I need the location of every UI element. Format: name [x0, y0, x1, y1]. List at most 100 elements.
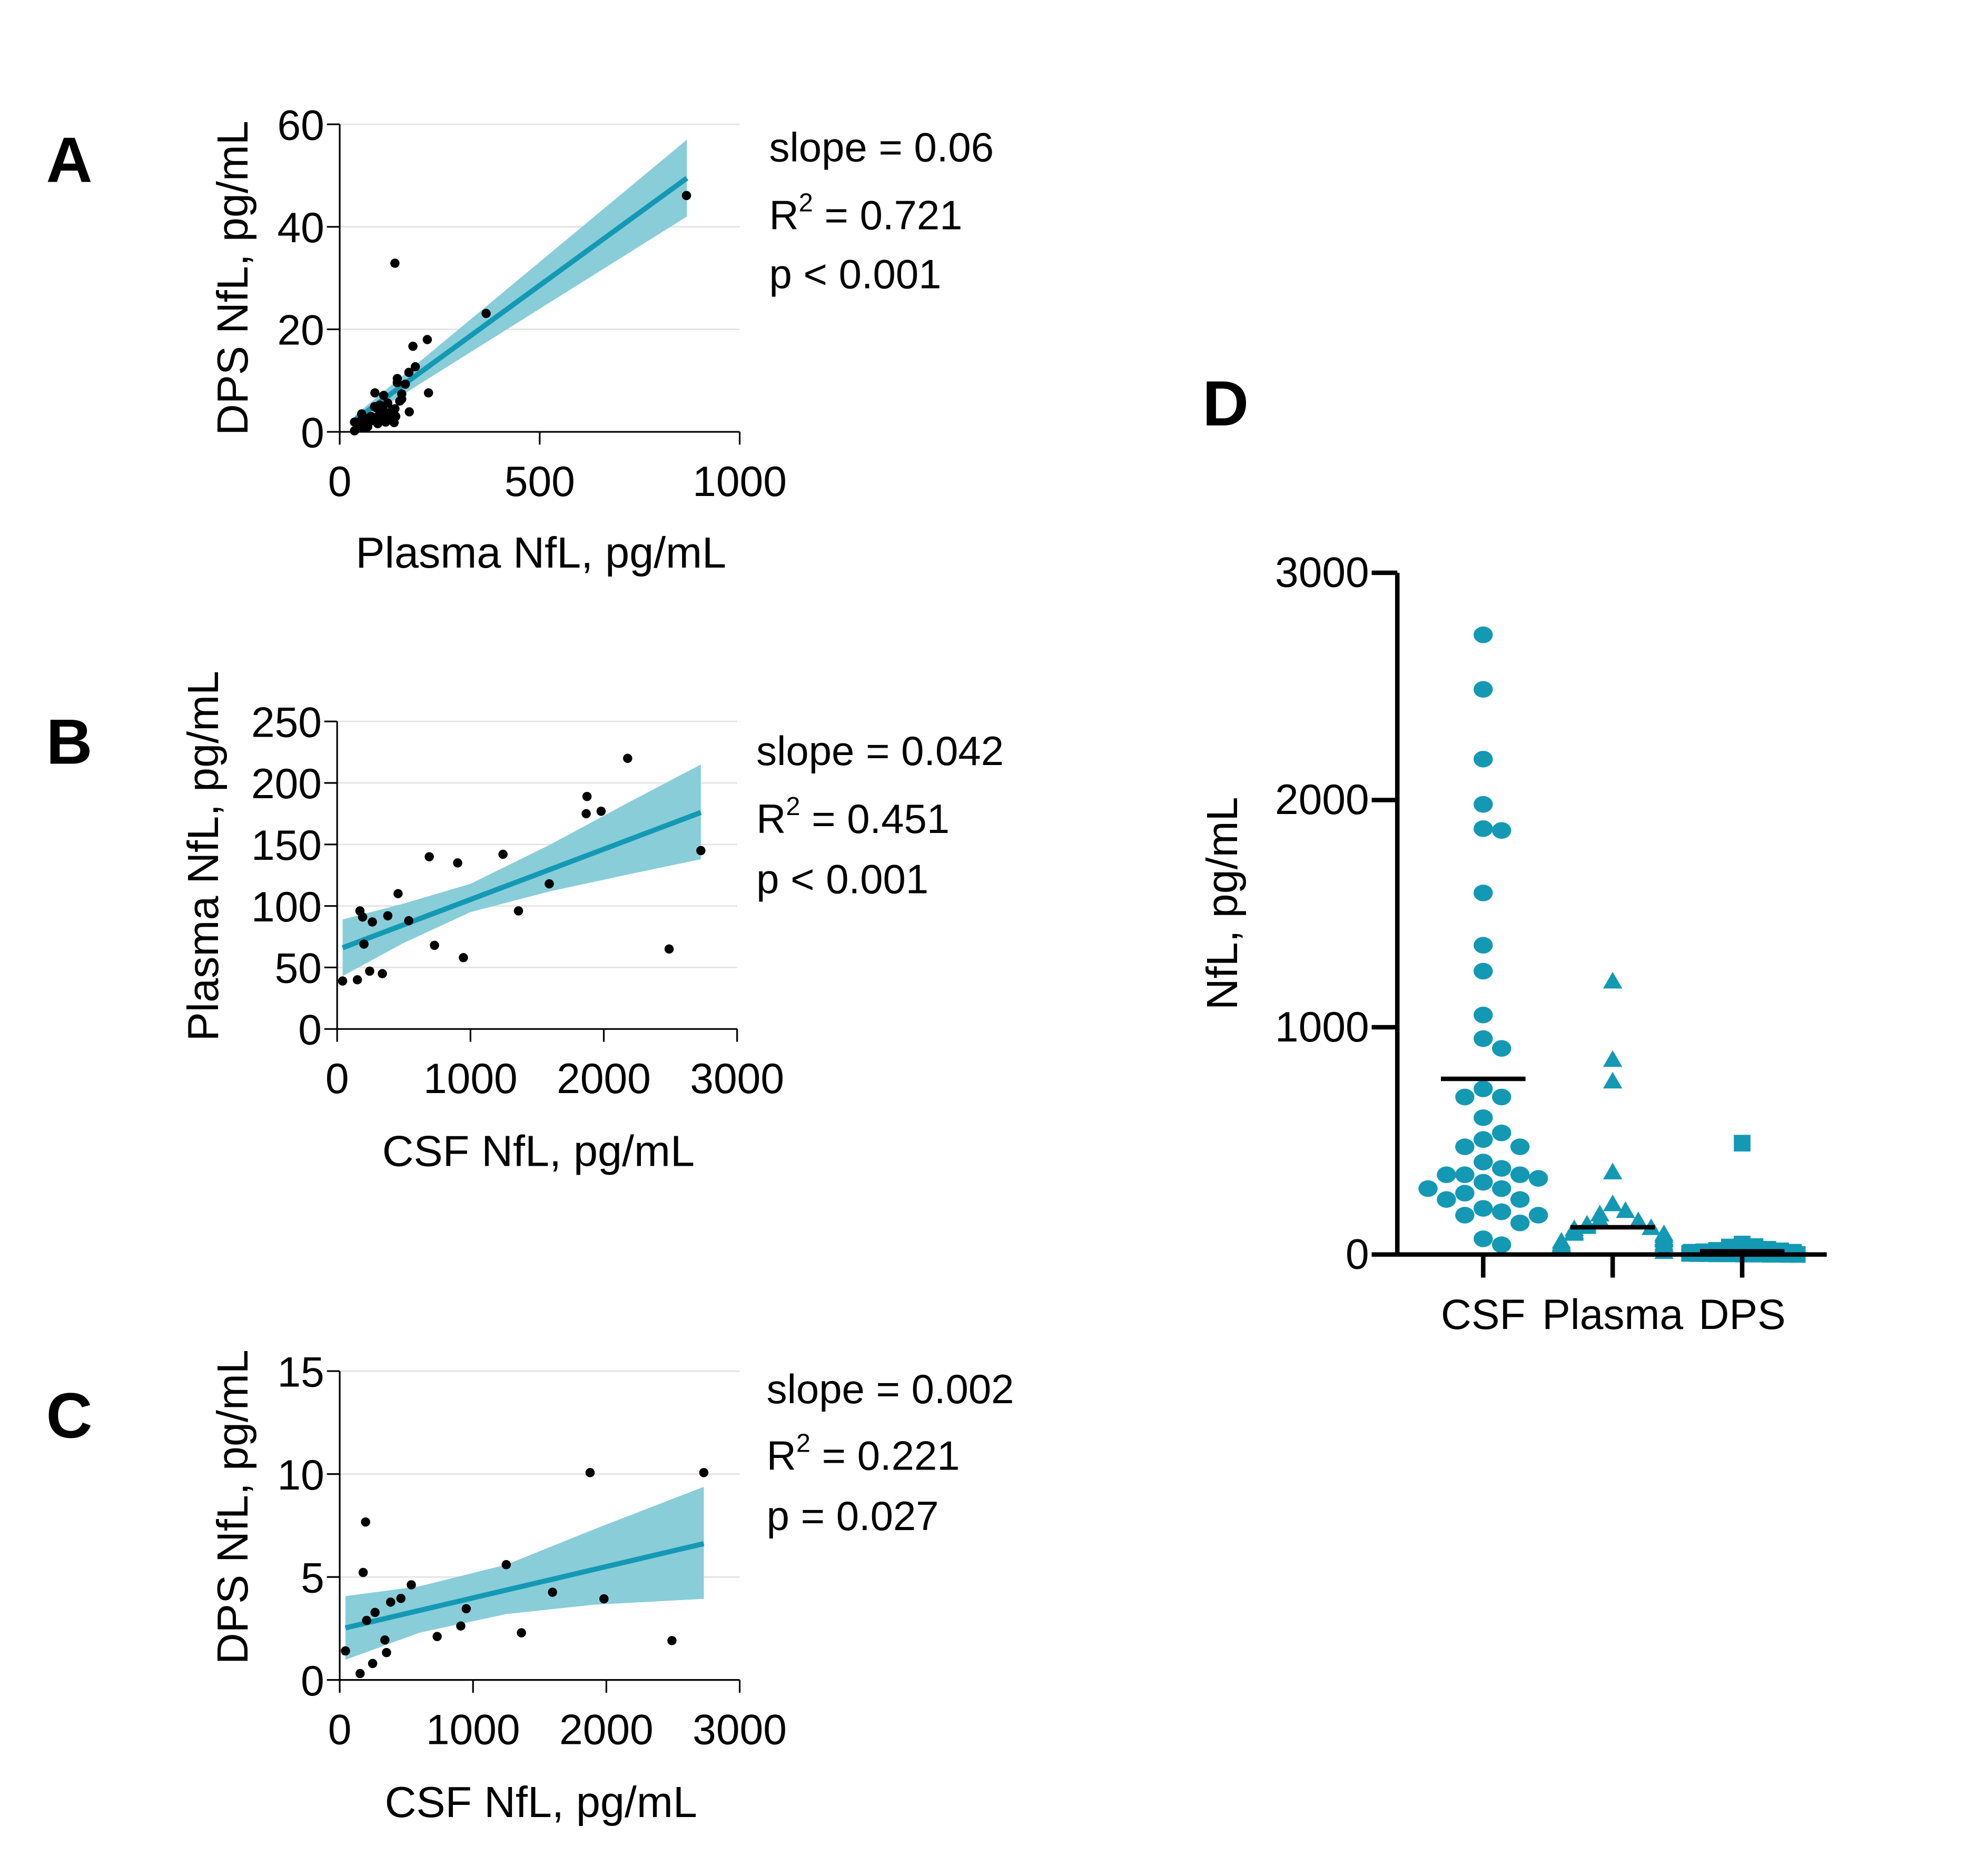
y-tick-label: 3000	[1275, 549, 1369, 597]
data-point	[513, 906, 523, 916]
x-tick-label: 2000	[559, 1706, 654, 1753]
data-point	[368, 917, 377, 927]
x-tick-label: 1000	[426, 1706, 520, 1753]
data-point	[501, 1560, 511, 1570]
panel-c: C 0 5 10 15 0 1000 2000 3000 CSF NfL, pg/mL DPS…	[46, 1348, 1014, 1827]
x-tick-label: 3000	[690, 1055, 784, 1103]
data-point	[352, 975, 362, 985]
data-point	[404, 368, 414, 378]
data-point	[498, 849, 508, 859]
x-tick-label: 500	[505, 458, 575, 505]
y-tick-label: 40	[277, 204, 324, 252]
data-point	[696, 846, 706, 856]
r-symbol: R	[769, 192, 799, 239]
csf-point	[1510, 1138, 1530, 1155]
data-point	[453, 858, 462, 868]
data-point	[355, 1669, 365, 1679]
superscript-2: 2	[799, 189, 813, 217]
csf-point	[1492, 1124, 1511, 1142]
data-point	[408, 341, 418, 351]
y-tick-label: 15	[277, 1348, 324, 1396]
regression-line	[341, 810, 702, 950]
regression-line	[353, 176, 689, 422]
plasma-point	[1603, 1071, 1623, 1089]
data-point	[410, 362, 420, 372]
data-point	[422, 335, 432, 344]
data-point	[623, 753, 632, 763]
r-symbol: R	[767, 1433, 796, 1479]
csf-point	[1474, 1080, 1493, 1097]
data-point	[545, 879, 554, 889]
data-point	[358, 912, 368, 922]
csf-point	[1474, 681, 1493, 698]
data-point	[358, 1567, 368, 1577]
data-point	[423, 388, 433, 398]
panel-letter-d: D	[1202, 368, 1249, 439]
data-points	[1418, 626, 1806, 1263]
data-point	[362, 1615, 371, 1625]
csf-point	[1474, 1174, 1493, 1191]
data-point	[699, 1468, 709, 1477]
data-point	[391, 412, 401, 421]
r-squared-value: = 0.721	[813, 192, 963, 239]
data-point	[582, 791, 592, 801]
csf-point	[1455, 1185, 1475, 1202]
r-symbol: R	[756, 796, 786, 842]
slope-stat: slope = 0.002	[767, 1366, 1014, 1412]
y-axis-title: NfL, pg/mL	[1198, 797, 1247, 1010]
panel-a: A 0 20 40 60 0 500 1000 Plasma NfL, pg/mL DPS …	[46, 102, 994, 577]
y-tick-label: 0	[298, 1007, 322, 1054]
data-point	[664, 944, 674, 954]
csf-point	[1474, 1006, 1493, 1024]
csf-point	[1510, 1166, 1530, 1183]
p-value-stat: p = 0.027	[767, 1493, 939, 1539]
data-point	[430, 940, 439, 950]
data-point	[581, 809, 591, 819]
regression-line-path	[344, 1541, 705, 1631]
y-tick-label: 200	[251, 760, 322, 808]
y-tick-label: 150	[251, 822, 322, 869]
confidence-band	[342, 764, 701, 976]
csf-point	[1474, 796, 1493, 813]
csf-point	[1492, 1160, 1511, 1177]
data-point	[404, 407, 414, 416]
data-point	[667, 1636, 677, 1645]
x-tick-label: 1000	[693, 458, 787, 505]
csf-point	[1492, 1203, 1511, 1220]
regression-line-path	[353, 176, 689, 422]
data-point	[681, 191, 691, 201]
axes: 0 20 40 60 0 500 1000	[277, 102, 786, 505]
regression-line	[344, 1541, 705, 1631]
plasma-point	[1603, 1194, 1623, 1212]
dps-point	[1734, 1135, 1751, 1152]
y-tick-label: 1000	[1275, 1004, 1369, 1051]
csf-point	[1492, 1180, 1511, 1197]
y-tick-label: 250	[251, 699, 322, 746]
data-point	[400, 379, 410, 389]
x-axis-title: CSF NfL, pg/mL	[382, 1127, 695, 1176]
y-tick-label: 5	[301, 1554, 324, 1602]
csf-point	[1474, 750, 1493, 768]
panel-letter-c: C	[46, 1380, 93, 1452]
r-squared-value: = 0.221	[810, 1433, 960, 1479]
x-tick-label: 1000	[423, 1055, 518, 1103]
data-points	[341, 1468, 709, 1679]
panel-d: D 0 1000 2000 3000 CSF Plasma DPS NfL, pg/mL	[1198, 368, 1827, 1338]
confidence-band-area	[345, 1486, 704, 1660]
data-point	[380, 1635, 390, 1645]
data-point	[386, 1597, 396, 1607]
r-squared-value: = 0.451	[800, 796, 950, 842]
plasma-point	[1603, 1050, 1623, 1067]
category-label: Plasma	[1542, 1291, 1683, 1338]
csf-point	[1510, 1191, 1530, 1208]
plasma-point	[1590, 1210, 1610, 1227]
plasma-point	[1603, 1163, 1623, 1179]
csf-point	[1474, 626, 1493, 643]
superscript-2: 2	[786, 792, 800, 821]
csf-point	[1492, 822, 1511, 839]
csf-point	[1510, 1214, 1530, 1232]
x-tick-label: 3000	[693, 1706, 787, 1753]
data-points	[350, 191, 691, 435]
data-points	[338, 753, 706, 986]
